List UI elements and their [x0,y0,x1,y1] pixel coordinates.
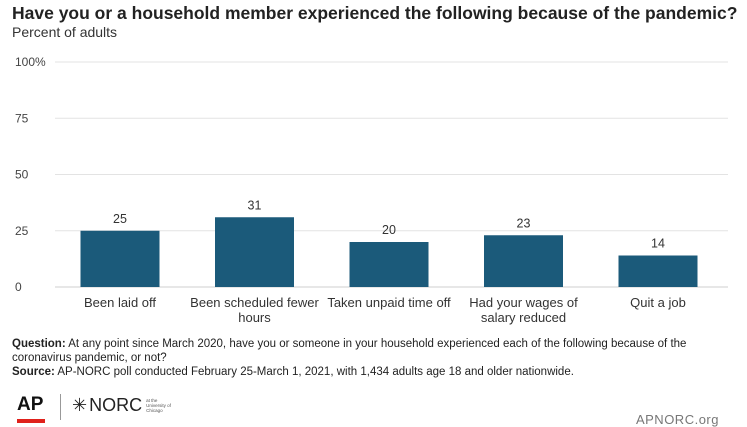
logo-divider [60,394,61,420]
source-text: AP-NORC poll conducted February 25-March… [57,366,574,378]
chart-title: Have you or a household member experienc… [12,3,738,23]
bar-value-label: 25 [113,212,127,226]
bar [215,217,294,287]
bar-value-label: 31 [248,198,262,212]
ap-logo: AP [17,394,44,415]
bar-value-label: 14 [651,237,665,251]
x-category-label: Been laid off [84,295,156,310]
chart-notes: Question: At any point since March 2020,… [12,337,732,379]
x-category-label: Had your wages of [469,295,578,310]
ap-logo-underline [17,419,45,423]
x-category-label: Taken unpaid time off [327,295,451,310]
question-text: At any point since March 2020, have you … [12,338,687,364]
y-tick-label: 25 [15,224,29,238]
footer: AP ✳ NORC at the University of Chicago A… [0,388,747,427]
source-note: Source: AP-NORC poll conducted February … [12,365,732,379]
bar-chart: 0 25 50 75 100% 25 Been laid off 31 Been schedul… [15,55,728,325]
x-category-label: salary reduced [481,310,566,325]
site-link[interactable]: APNORC.org [635,412,719,427]
norc-logo-text: NORC [89,395,143,415]
y-tick-label: 50 [15,168,29,182]
y-tick-label: 100% [15,55,46,69]
bar [349,242,429,287]
bar [80,230,160,287]
x-category-label: Been scheduled fewer [190,295,319,310]
norc-logo-subtext: at the University of Chicago [146,398,171,413]
bar [618,255,698,287]
x-category-label: Quit a job [630,295,686,310]
norc-star-icon: ✳ [72,395,88,415]
norc-logo: ✳ NORC at the University of Chicago [72,395,172,416]
bar-value-label: 20 [382,223,396,237]
y-tick-label: 0 [15,280,22,294]
bar [484,235,563,287]
x-category-label: hours [238,310,271,325]
bar-value-label: 23 [517,216,531,230]
question-label: Question: [12,338,66,350]
source-label: Source: [12,366,55,378]
question-note: Question: At any point since March 2020,… [12,337,732,365]
y-tick-label: 75 [15,111,29,125]
chart-subtitle: Percent of adults [12,24,118,40]
